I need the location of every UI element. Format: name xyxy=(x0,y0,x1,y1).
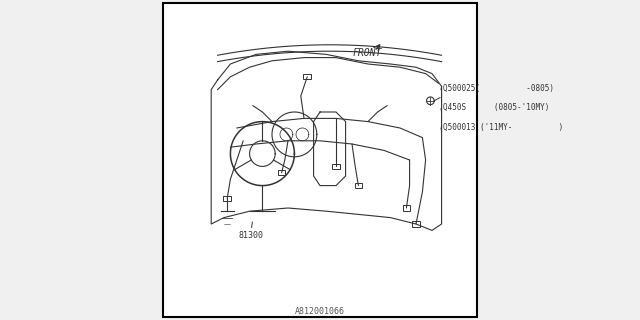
Text: FRONT: FRONT xyxy=(353,48,382,58)
Text: Q500013 ('11MY-          ): Q500013 ('11MY- ) xyxy=(443,123,563,132)
Bar xyxy=(355,183,362,188)
Bar xyxy=(332,164,340,169)
Text: 81300: 81300 xyxy=(239,231,264,240)
Bar xyxy=(303,74,311,79)
Text: Q450S      (0805-'10MY): Q450S (0805-'10MY) xyxy=(443,103,550,112)
Bar xyxy=(412,221,420,227)
Bar xyxy=(278,170,285,175)
Text: A812001066: A812001066 xyxy=(295,308,345,316)
FancyBboxPatch shape xyxy=(163,3,477,317)
Bar xyxy=(223,196,231,201)
Text: Q500025(          -0805): Q500025( -0805) xyxy=(443,84,554,92)
Bar xyxy=(403,205,410,211)
